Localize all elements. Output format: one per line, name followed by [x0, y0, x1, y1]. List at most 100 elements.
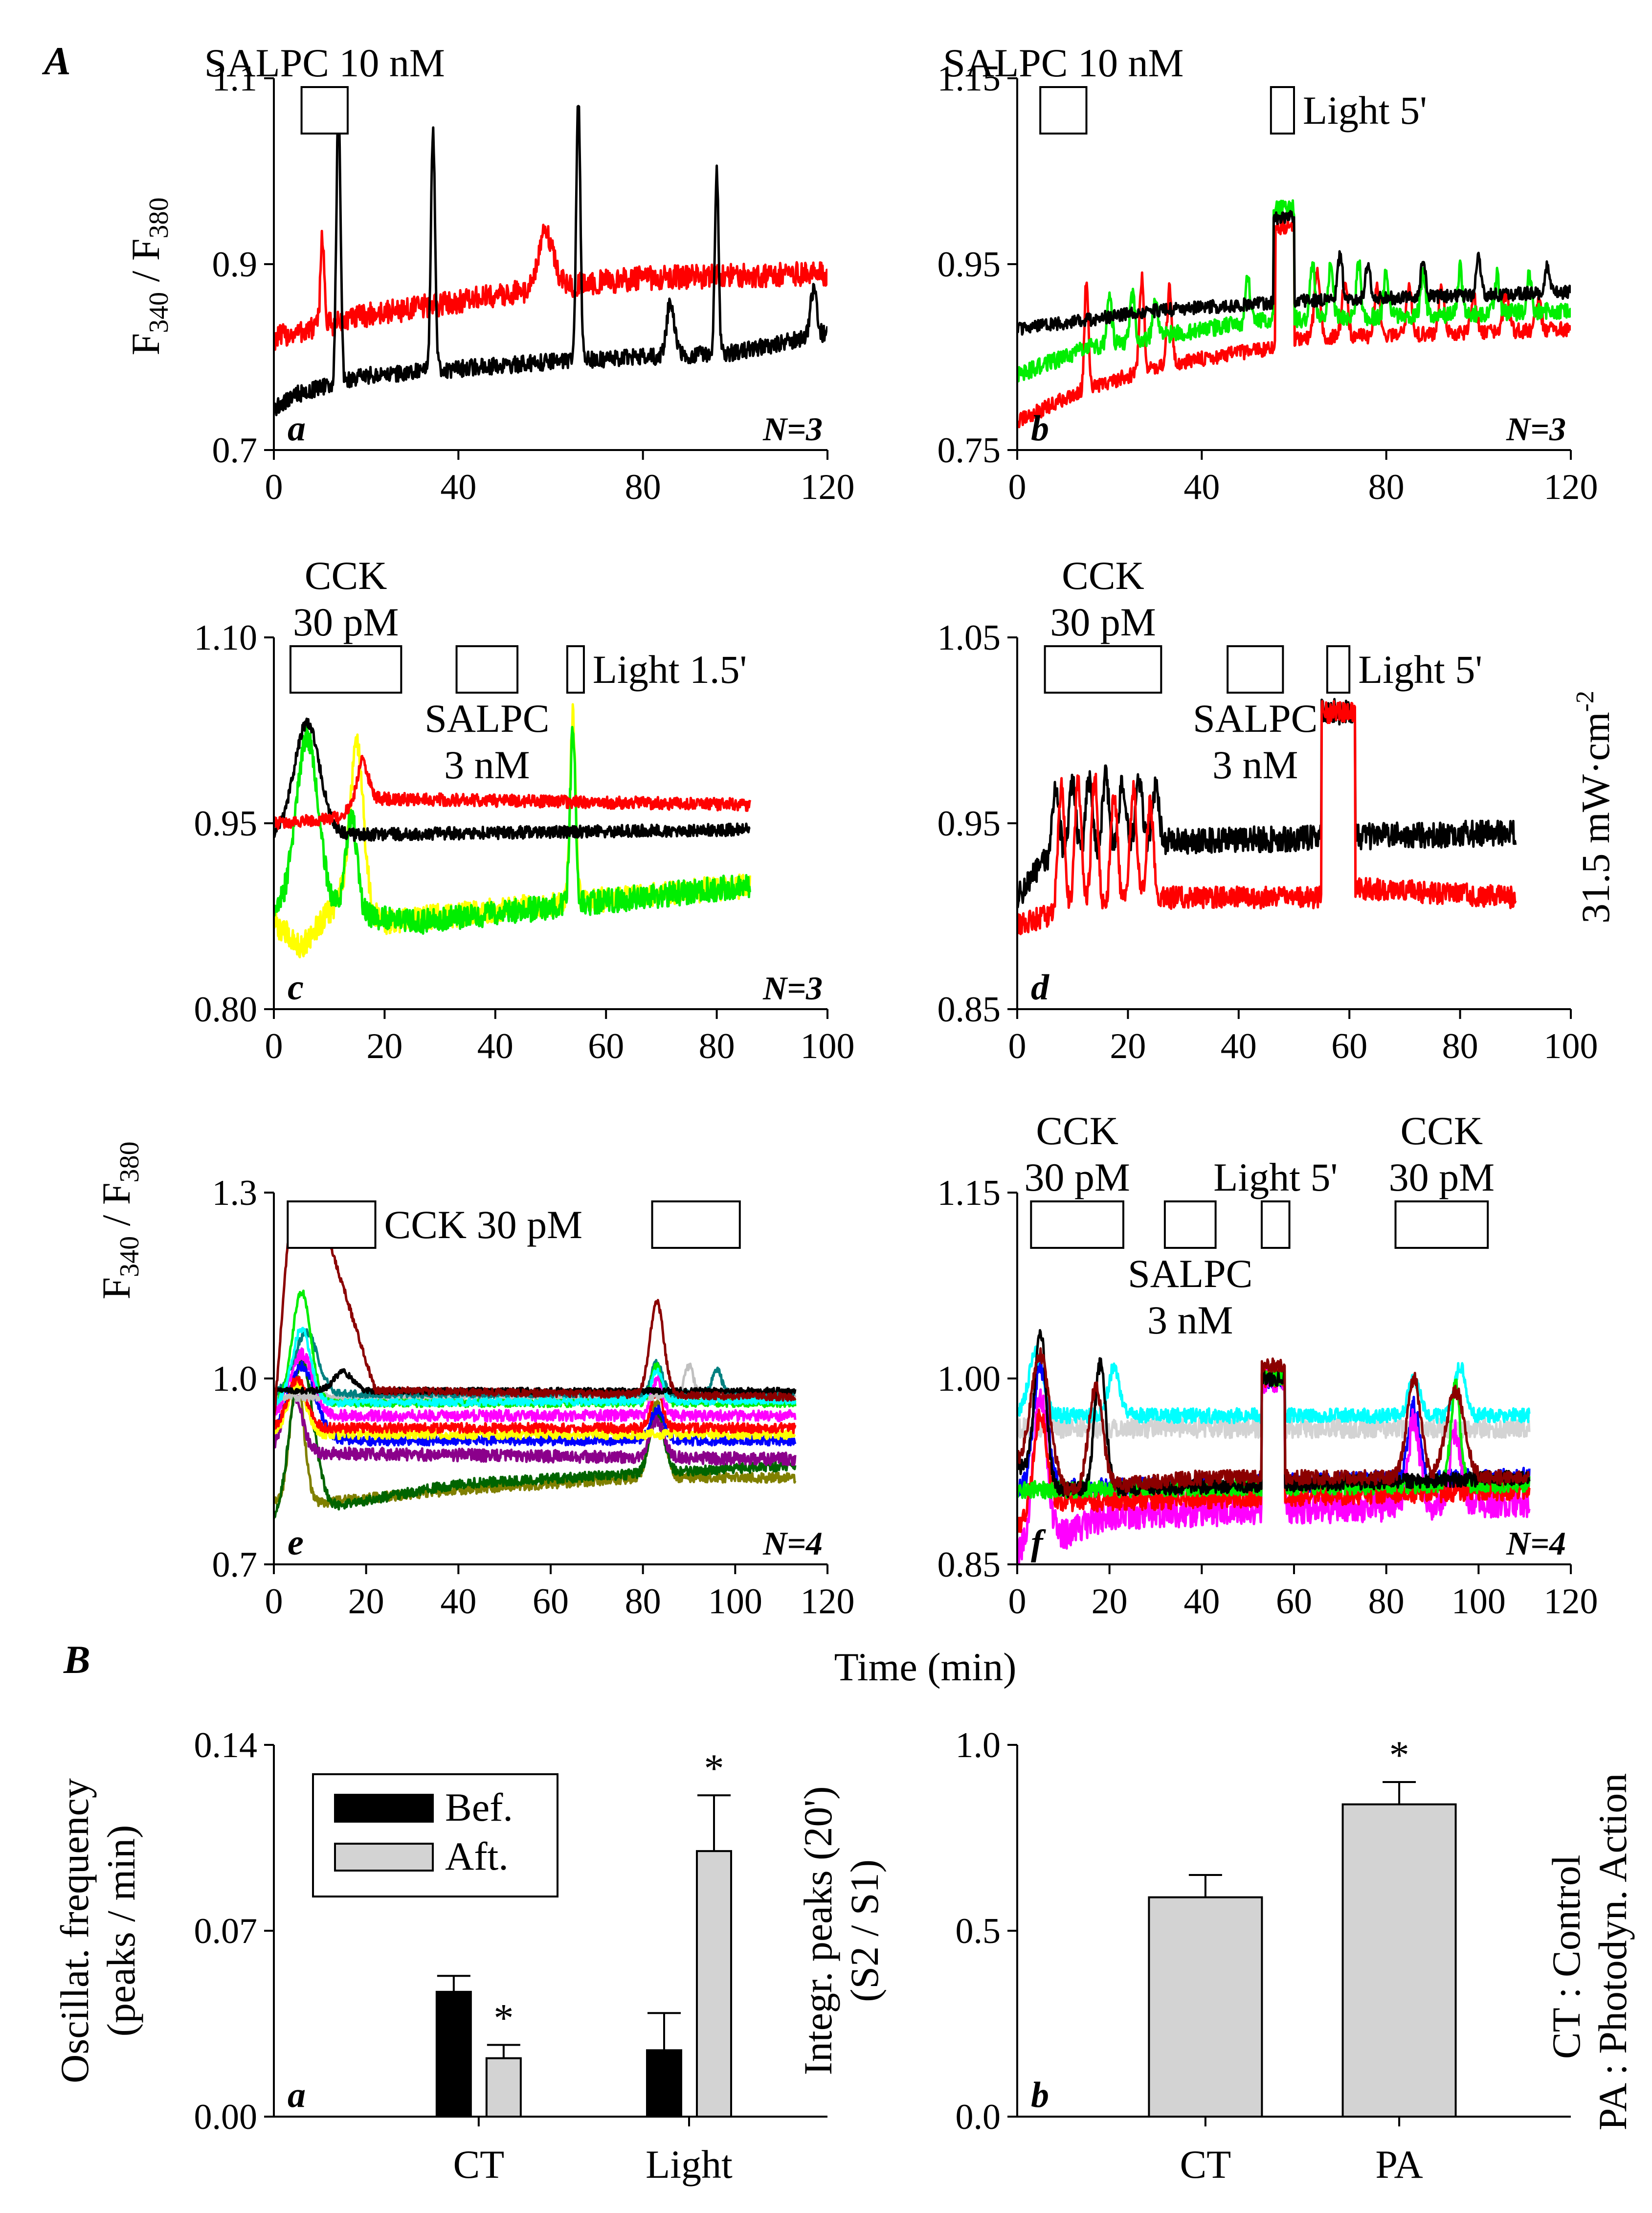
- subpanel-label-a: a: [288, 408, 306, 449]
- y-tick-label-f: 1.15: [938, 1173, 1001, 1213]
- y-tick-label-f: 0.85: [938, 1545, 1001, 1585]
- side-label-intensity: 31.5 mW·cm-2: [1571, 691, 1618, 924]
- stimulus-label-f-3: 30 pM: [1389, 1155, 1495, 1199]
- y-tick-label-d: 0.95: [938, 804, 1001, 844]
- legend-swatch-Aft.: [334, 1843, 434, 1872]
- legend-note: CT : Control PA : Photodyn. Action: [1544, 1773, 1635, 2131]
- stimulus-bar-a-0: [300, 86, 349, 135]
- stimulus-label-c-0: CCK: [305, 553, 387, 598]
- y-tick-label-a: 0.7: [212, 430, 258, 471]
- trace-e-blue: [274, 1360, 797, 1447]
- x-tick-label-f: 20: [1092, 1581, 1128, 1622]
- trace-c-black: [274, 717, 751, 842]
- y-tick-label-b: 1.15: [938, 59, 1001, 99]
- stimulus-label-f-0: CCK: [1036, 1108, 1118, 1153]
- x-tick-label-e: 80: [625, 1581, 661, 1622]
- stimulus-bar-c-0: [289, 645, 402, 694]
- n-label-b: N=3: [1506, 410, 1566, 448]
- bar-Ba-Bef.-Light: [646, 2049, 682, 2118]
- trace-d-black: [1017, 698, 1517, 908]
- y-tick-label-a: 1.1: [212, 59, 258, 99]
- stimulus-bar-f-2: [1260, 1200, 1291, 1249]
- y-tick-label-d: 1.05: [938, 618, 1001, 658]
- traces-e: [274, 1237, 797, 1519]
- x-tick-label-e: 20: [348, 1581, 384, 1622]
- legend-Ba: Bef. Aft.: [312, 1773, 558, 1897]
- legend-note-line-1: CT : Control: [1544, 1854, 1588, 2059]
- stimulus-label-d-0: 30 pM: [1050, 600, 1156, 644]
- x-tick-label-f: 80: [1368, 1581, 1405, 1622]
- y-tick-label-Bb: 0.5: [956, 1911, 1001, 1951]
- x-tick-label-f: 60: [1276, 1581, 1312, 1622]
- y-tick-label-Ba: 0.14: [194, 1725, 258, 1765]
- stimulus-bar-c-1: [455, 645, 519, 694]
- x-tick-label-e: 60: [533, 1581, 569, 1622]
- stimulus-label-b-1: Light 5': [1303, 88, 1427, 133]
- y-tick-label-f: 1.00: [938, 1359, 1001, 1399]
- stimulus-bar-f-3: [1394, 1200, 1489, 1249]
- stimulus-label-c-2: Light 1.5': [593, 647, 747, 692]
- chart-panel-e: 0 20 40 60 80 100 120 0.7 1.0 1.3 CCK 30 pM e N=4: [212, 1173, 855, 1622]
- y-tick-label-b: 0.95: [938, 245, 1001, 285]
- stimulus-bar-c-2: [566, 645, 585, 694]
- traces-f: [1017, 1329, 1531, 1564]
- stimulus-label-f-2: Light 5': [1213, 1155, 1338, 1199]
- n-label-e: N=4: [762, 1525, 823, 1562]
- trace-e-purple: [274, 1384, 797, 1467]
- x-tick-label-d: 20: [1110, 1026, 1146, 1066]
- x-tick-label-a: 40: [440, 467, 476, 507]
- x-tick-label-b: 0: [1008, 467, 1027, 507]
- stimulus-bar-e-0: [287, 1200, 377, 1249]
- chart-panel-Bb: 0.0 0.5 1.0 Integr. peaks (20')(S2 / S1) CT P…: [796, 1725, 1571, 2187]
- traces-a: [274, 105, 827, 416]
- subpanel-label-e: e: [288, 1523, 304, 1563]
- stimulus-bar-d-0: [1044, 645, 1162, 694]
- trace-e-yellow: [274, 1379, 796, 1441]
- stimulus-label-d-1: 3 nM: [1212, 743, 1298, 787]
- y-label-Ba: Oscillat. frequency(peaks / min): [52, 1778, 143, 2083]
- legend-label-Aft.: Aft.: [445, 1834, 509, 1878]
- panel-label-B: B: [63, 1637, 90, 1682]
- legend-box-Ba: [312, 1773, 558, 1897]
- significance-marker-Bb: *: [1389, 1733, 1409, 1777]
- x-tick-label-c: 40: [477, 1026, 513, 1066]
- x-tick-label-f: 120: [1544, 1581, 1598, 1622]
- y-tick-label-c: 1.10: [194, 618, 258, 658]
- stimulus-label-e-0: CCK 30 pM: [384, 1202, 583, 1247]
- x-tick-label-f: 0: [1008, 1581, 1027, 1622]
- x-tick-label-f: 40: [1183, 1581, 1220, 1622]
- n-label-c: N=3: [762, 970, 823, 1007]
- x-tick-label-b: 120: [1544, 467, 1598, 507]
- significance-marker-Ba: *: [704, 1746, 724, 1790]
- x-tick-label-f: 100: [1451, 1581, 1506, 1622]
- stimulus-label-b-0: SALPC 10 nM: [943, 41, 1183, 85]
- stimulus-label-d-2: Light 5': [1358, 647, 1482, 692]
- traces-b: [1017, 199, 1571, 429]
- trace-b-green: [1017, 199, 1571, 383]
- trace-e-magenta: [274, 1347, 797, 1423]
- stimulus-bar-b-0: [1039, 86, 1088, 135]
- x-tick-label-b: 40: [1183, 467, 1220, 507]
- y-tick-label-e: 1.3: [212, 1173, 258, 1213]
- chart-panel-Ba: 0.00 0.07 0.14 Oscillat. frequency(peaks / …: [52, 1725, 827, 2187]
- y-tick-label-Ba: 0.00: [194, 2097, 258, 2137]
- y-tick-label-e: 0.7: [212, 1545, 258, 1585]
- trace-f-magenta: [1017, 1363, 1531, 1564]
- y-label-Bb: Integr. peaks (20')(S2 / S1): [796, 1786, 887, 2076]
- stimulus-label-d-0: CCK: [1062, 553, 1144, 598]
- x-tick-label-e: 120: [801, 1581, 855, 1622]
- trace-e-red: [274, 1376, 797, 1434]
- y-tick-label-c: 0.95: [194, 804, 258, 844]
- bar-Ba-Aft.-Light: [696, 1850, 732, 2118]
- subpanel-label-Ba: a: [288, 2075, 306, 2115]
- trace-f-black: [1017, 1329, 1531, 1498]
- stimulus-bar-f-0: [1030, 1200, 1124, 1249]
- x-tick-label-d: 60: [1331, 1026, 1367, 1066]
- traces-d: [1017, 698, 1517, 935]
